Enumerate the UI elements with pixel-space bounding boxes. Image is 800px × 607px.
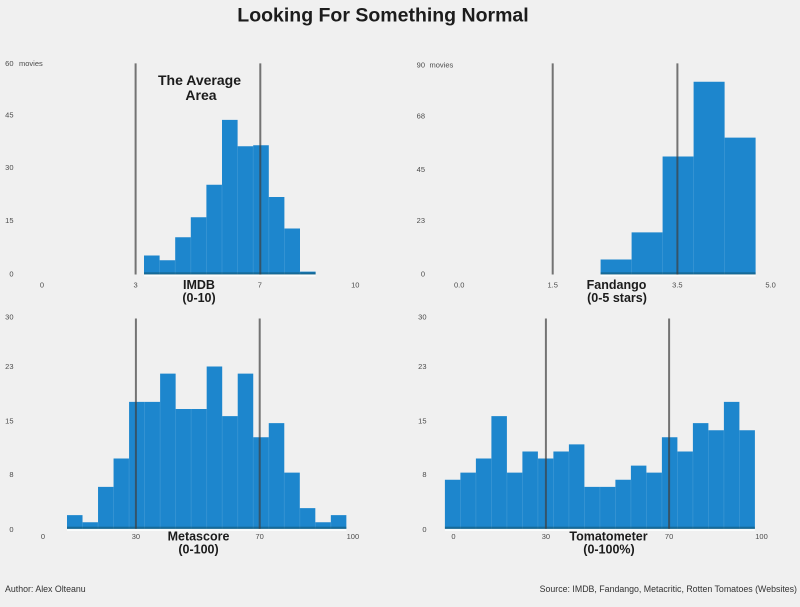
svg-text:Tomatometer: Tomatometer xyxy=(569,530,647,544)
svg-text:(0-100): (0-100) xyxy=(178,543,218,557)
svg-text:23: 23 xyxy=(417,216,425,225)
svg-text:Looking For Something Normal: Looking For Something Normal xyxy=(237,5,528,27)
svg-text:45: 45 xyxy=(417,165,425,174)
svg-text:Author: Alex Olteanu: Author: Alex Olteanu xyxy=(5,584,86,594)
svg-text:70: 70 xyxy=(665,532,673,541)
svg-text:70: 70 xyxy=(256,532,264,541)
svg-text:45: 45 xyxy=(5,111,13,120)
svg-text:Source: IMDB, Fandango, Metacr: Source: IMDB, Fandango, Metacritic, Rott… xyxy=(540,584,797,594)
svg-text:3: 3 xyxy=(134,281,138,290)
svg-text:Metascore: Metascore xyxy=(168,530,230,544)
svg-text:Fandango: Fandango xyxy=(587,278,647,292)
svg-text:30: 30 xyxy=(132,532,140,541)
svg-text:23: 23 xyxy=(5,362,13,371)
svg-text:15: 15 xyxy=(5,216,13,225)
svg-text:10: 10 xyxy=(351,281,359,290)
svg-text:15: 15 xyxy=(418,417,426,426)
svg-text:IMDB: IMDB xyxy=(183,278,215,292)
svg-text:100: 100 xyxy=(755,532,768,541)
svg-text:0: 0 xyxy=(9,525,13,534)
svg-text:(0-5 stars): (0-5 stars) xyxy=(587,291,647,305)
svg-text:90: 90 xyxy=(417,60,425,69)
svg-text:0: 0 xyxy=(421,269,425,278)
svg-text:8: 8 xyxy=(422,470,426,479)
svg-text:Area: Area xyxy=(185,87,216,103)
svg-text:3.5: 3.5 xyxy=(672,281,682,290)
svg-text:60: 60 xyxy=(5,59,13,68)
svg-text:23: 23 xyxy=(418,362,426,371)
svg-text:1.5: 1.5 xyxy=(547,281,557,290)
svg-text:30: 30 xyxy=(418,313,426,322)
svg-text:(0-10): (0-10) xyxy=(182,291,215,305)
svg-text:0: 0 xyxy=(9,269,13,278)
svg-text:30: 30 xyxy=(5,313,13,322)
svg-text:8: 8 xyxy=(9,470,13,479)
svg-text:The Average: The Average xyxy=(158,72,241,88)
svg-text:15: 15 xyxy=(5,417,13,426)
svg-text:0: 0 xyxy=(41,532,45,541)
svg-text:movies: movies xyxy=(19,59,43,68)
svg-text:68: 68 xyxy=(417,111,425,120)
svg-text:30: 30 xyxy=(542,532,550,541)
svg-text:0.0: 0.0 xyxy=(454,281,464,290)
svg-text:movies: movies xyxy=(430,60,454,69)
svg-text:0: 0 xyxy=(40,281,44,290)
svg-text:0: 0 xyxy=(451,532,455,541)
svg-text:7: 7 xyxy=(258,281,262,290)
svg-text:100: 100 xyxy=(347,532,360,541)
svg-text:30: 30 xyxy=(5,163,13,172)
svg-text:5.0: 5.0 xyxy=(765,281,775,290)
svg-text:(0-100%): (0-100%) xyxy=(583,543,634,557)
svg-text:0: 0 xyxy=(422,525,426,534)
